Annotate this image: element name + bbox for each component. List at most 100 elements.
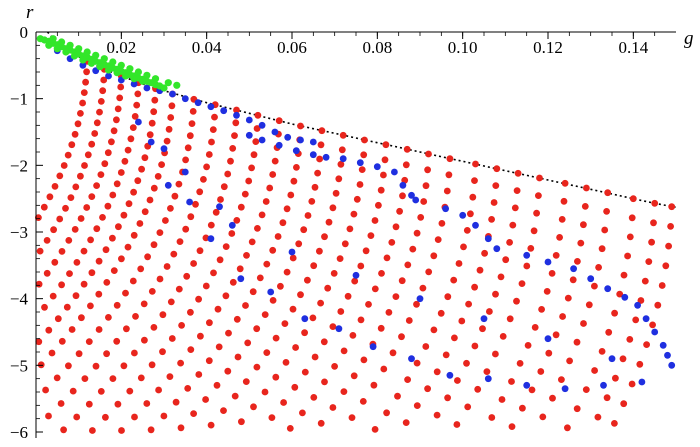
red-point <box>170 250 178 258</box>
blue-point <box>587 275 595 283</box>
blue-point <box>356 159 364 167</box>
blue-point <box>369 343 377 351</box>
red-point <box>46 193 54 201</box>
red-point <box>310 394 318 401</box>
red-point <box>317 299 324 307</box>
green-point <box>62 48 70 56</box>
red-point <box>516 360 524 367</box>
green-point <box>104 66 113 74</box>
red-point <box>481 249 488 257</box>
red-point <box>443 187 451 195</box>
red-point <box>67 194 75 202</box>
red-point <box>569 276 577 284</box>
red-point <box>105 314 112 321</box>
red-point <box>398 277 406 285</box>
red-point <box>256 274 264 282</box>
green-series-layer <box>36 35 181 92</box>
blue-point <box>288 248 296 256</box>
red-point <box>317 419 325 427</box>
red-point <box>281 320 289 327</box>
red-point <box>150 324 158 331</box>
red-point <box>300 226 308 234</box>
blue-point <box>237 275 245 283</box>
red-point <box>422 343 430 350</box>
red-point <box>316 247 323 255</box>
red-point <box>417 214 425 221</box>
red-point <box>272 334 280 342</box>
red-point <box>370 381 378 389</box>
red-point <box>137 374 145 382</box>
red-point <box>120 362 128 370</box>
red-point <box>371 217 379 224</box>
red-point <box>209 126 217 133</box>
red-point <box>155 386 163 394</box>
red-point <box>580 221 587 229</box>
red-point <box>626 336 634 343</box>
red-point <box>238 418 245 426</box>
red-point <box>126 387 134 395</box>
red-point <box>262 198 270 205</box>
red-point <box>95 257 103 265</box>
red-point <box>232 119 240 127</box>
red-point <box>506 315 514 323</box>
blue-point <box>523 251 531 259</box>
x-tick-label: 0.02 <box>106 38 136 57</box>
red-point <box>367 232 375 240</box>
red-point <box>381 156 389 164</box>
red-point <box>446 155 454 163</box>
red-point <box>511 204 519 212</box>
red-point <box>402 161 410 169</box>
blue-point <box>194 99 202 107</box>
blue-point <box>105 72 112 80</box>
red-point <box>282 359 290 366</box>
red-point <box>178 322 186 329</box>
red-point <box>146 131 154 139</box>
red-point <box>269 171 277 178</box>
red-point <box>274 233 282 240</box>
red-point <box>148 119 156 127</box>
red-point <box>138 165 146 173</box>
red-point <box>404 376 411 383</box>
blue-point <box>275 141 283 149</box>
red-point <box>624 252 631 260</box>
red-point <box>583 184 590 192</box>
red-point <box>97 171 105 179</box>
blue-point <box>292 147 300 155</box>
red-point <box>601 226 609 234</box>
red-point <box>48 349 56 357</box>
red-point <box>131 349 138 357</box>
red-point <box>95 290 103 298</box>
red-point <box>650 219 657 227</box>
red-point <box>134 177 142 185</box>
red-point <box>628 380 636 388</box>
blue-point <box>399 181 407 189</box>
blue-point <box>416 295 424 303</box>
red-point <box>253 363 261 371</box>
red-point <box>665 242 672 250</box>
red-point <box>231 132 238 140</box>
red-point <box>65 362 72 370</box>
red-point <box>349 332 357 339</box>
red-point <box>99 87 107 95</box>
red-point <box>102 413 109 421</box>
red-point <box>549 394 556 402</box>
red-point <box>301 329 308 337</box>
red-point <box>233 217 241 224</box>
blue-point <box>143 84 151 92</box>
red-point <box>84 151 92 159</box>
red-point <box>109 191 117 199</box>
red-point <box>118 255 125 263</box>
red-point <box>102 246 110 254</box>
green-point <box>75 45 83 53</box>
red-point <box>437 309 445 317</box>
red-point <box>242 378 250 385</box>
red-point <box>75 350 83 358</box>
red-point <box>147 426 155 434</box>
red-point <box>474 385 482 393</box>
red-point <box>648 238 655 246</box>
red-point <box>471 283 478 291</box>
red-point <box>95 326 103 333</box>
red-point <box>248 238 256 246</box>
red-point <box>53 374 61 382</box>
red-point <box>371 285 379 293</box>
